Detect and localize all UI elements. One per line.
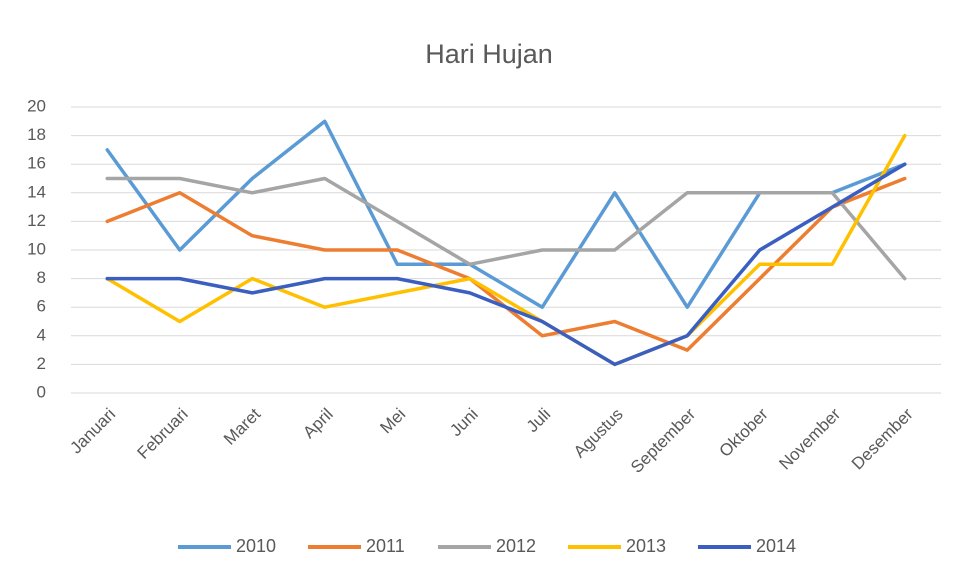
series-line [105, 162, 907, 367]
series-line [105, 133, 907, 367]
y-tick-label: 12 [27, 211, 46, 230]
legend-label: 2010 [236, 536, 276, 556]
y-tick-label: 16 [27, 154, 46, 173]
legend-label: 2013 [626, 536, 666, 556]
y-tick-label: 20 [27, 96, 46, 115]
y-tick-label: 8 [37, 268, 46, 287]
y-tick-label: 4 [37, 325, 46, 344]
y-tick-label: 14 [27, 182, 46, 201]
series-line [105, 176, 907, 281]
y-tick-label: 0 [37, 382, 46, 401]
legend-label: 2011 [366, 536, 405, 556]
y-tick-label: 2 [37, 354, 46, 373]
y-tick-label: 18 [27, 125, 46, 144]
y-tick-label: 6 [37, 297, 46, 316]
chart-title: Hari Hujan [425, 39, 553, 69]
y-tick-label: 10 [27, 239, 46, 258]
legend-label: 2012 [496, 536, 536, 556]
legend-label: 2014 [756, 536, 796, 556]
